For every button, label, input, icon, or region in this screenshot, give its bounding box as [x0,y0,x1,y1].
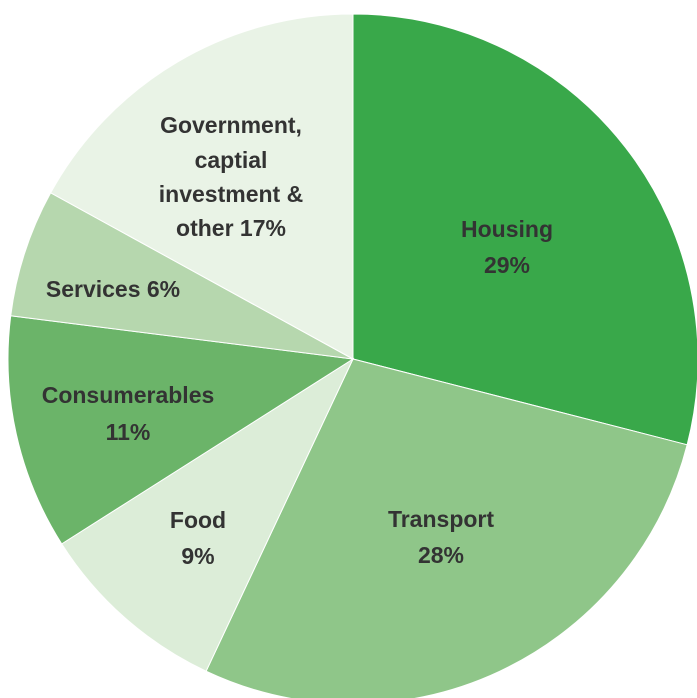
slice-label-consumerables: Consumerables [42,382,215,408]
slice-value-housing: 29% [484,252,530,278]
slice-label-services: Services 6% [46,276,180,302]
slice-label-housing: Housing [461,216,553,242]
pie-slice-housing [352,13,697,446]
pie-slice-services [10,192,354,360]
pie-slice-food [61,357,355,672]
pie-labels: Housing 29% Transport 28% Food 9% Consum… [42,112,553,569]
slice-label-government: other 17% [176,215,286,241]
pie-slices [7,13,697,698]
slice-value-consumerables: 11% [106,419,151,445]
slice-label-government: investment & [159,181,303,207]
pie-slice-government [49,13,354,360]
slice-value-food: 9% [181,543,214,569]
slice-label-food: Food [170,507,226,533]
slice-label-government: captial [195,147,268,173]
slice-value-transport: 28% [418,542,464,568]
pie-slice-consumerables [7,315,355,545]
slice-label-transport: Transport [388,506,494,532]
slice-label-government: Government, [160,112,302,138]
pie-slice-transport [205,358,688,698]
